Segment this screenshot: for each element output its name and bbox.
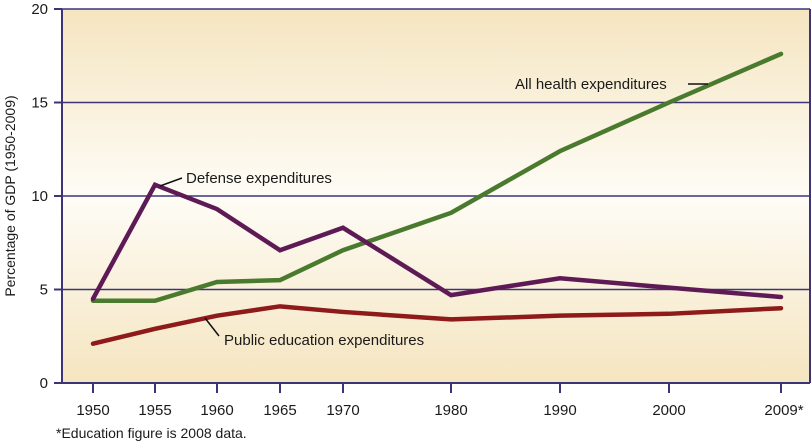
leader-line [204,317,220,337]
annotation-education: Public education expenditures [224,332,424,349]
x-tick-label: 1980 [434,402,467,419]
x-tick-label: 2000 [652,402,685,419]
x-tick-label: 2009* [764,402,803,419]
annotation-health: All health expenditures [515,76,667,93]
y-axis-title: Percentage of GDP (1950-2009) [2,95,18,296]
x-tick-labels: 1950 1955 1960 1965 1970 1980 1990 2000 2009* [76,383,804,419]
leader-line [159,177,183,187]
x-tick-label: 1970 [326,402,359,419]
x-tick-label: 1965 [263,402,296,419]
footnote: *Education figure is 2008 data. [56,425,247,441]
x-tick-label: 1950 [76,402,109,419]
annotations: All health expenditures Defense expenditu… [159,76,708,349]
annotation-defense: Defense expenditures [186,170,332,187]
y-tick-label: 10 [31,188,48,205]
y-tick-label: 15 [31,95,48,112]
y-tick-label: 0 [40,375,48,392]
y-tick-labels: 0 5 10 15 20 [31,1,62,392]
series-lines [90,51,784,346]
x-tick-label: 1990 [543,402,576,419]
x-tick-label: 1960 [200,402,233,419]
y-tick-label: 20 [31,1,48,18]
y-tick-label: 5 [40,282,48,299]
x-tick-label: 1955 [138,402,171,419]
